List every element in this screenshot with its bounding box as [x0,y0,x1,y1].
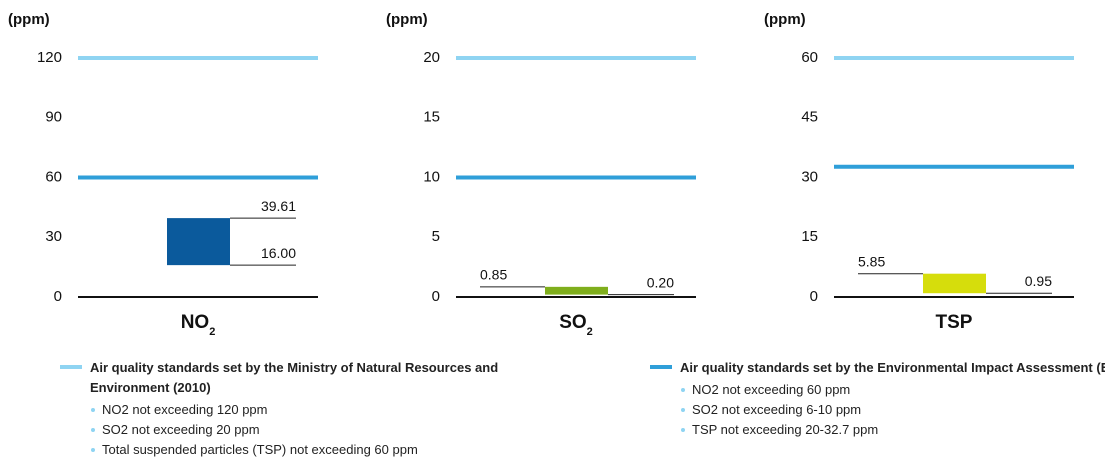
legend-item: NO2 not exceeding 120 ppm [90,400,580,420]
category-label: SO2 [559,312,593,338]
legend-title: Air quality standards set by the Ministr… [90,360,499,395]
value-label: 16.00 [261,245,296,261]
legend-title: Air quality standards set by the Environ… [680,360,1105,375]
value-label: 0.95 [1025,273,1052,289]
y-tick-label: 120 [37,49,62,66]
category-label-main: NO [181,312,210,333]
value-label: 0.85 [480,267,507,283]
y-axis-label: (ppm) [8,11,50,28]
legend-item: NO2 not exceeding 60 ppm [680,380,1105,400]
y-tick-label: 60 [45,168,62,185]
legend-item: Total suspended particles (TSP) not exce… [90,440,580,460]
value-label: 5.85 [858,253,885,269]
category-label-sub: 2 [209,326,215,338]
category-label: NO2 [181,312,216,338]
legend-list: NO2 not exceeding 120 ppm SO2 not exceedi… [90,400,580,460]
y-tick-label: 90 [45,109,62,126]
y-tick-label: 5 [432,228,440,245]
y-tick-label: 45 [801,109,818,126]
legend-item: SO2 not exceeding 6-10 ppm [680,400,1105,420]
legend-list: NO2 not exceeding 60 ppm SO2 not exceedin… [680,380,1105,440]
bar [167,218,230,266]
y-tick-label: 0 [810,288,818,305]
legend-item: SO2 not exceeding 20 ppm [90,420,580,440]
y-tick-label: 20 [423,49,440,66]
bar [545,286,608,295]
y-tick-label: 15 [423,109,440,126]
value-label: 39.61 [261,198,296,214]
y-tick-label: 0 [432,288,440,305]
category-label-main: SO [559,312,586,333]
y-tick-label: 15 [801,228,818,245]
legend-swatch [650,365,672,369]
legend-swatch [60,365,82,369]
y-tick-label: 60 [801,49,818,66]
y-tick-label: 0 [54,288,62,305]
y-tick-label: 10 [423,168,440,185]
charts: (ppm)030609012016.0039.61NO2(ppm)0510152… [8,11,1074,338]
value-label: 0.20 [647,274,674,290]
y-axis-label: (ppm) [386,11,428,28]
y-tick-label: 30 [45,228,62,245]
legend-entry: Air quality standards set by the Environ… [650,358,1105,440]
y-tick-label: 30 [801,168,818,185]
legend-entry: Air quality standards set by the Ministr… [60,358,580,460]
bar [923,273,986,294]
category-label-sub: 2 [587,326,593,338]
category-label: TSP [936,312,973,333]
category-label-main: TSP [936,312,973,333]
legend-item: TSP not exceeding 20-32.7 ppm [680,420,1105,440]
y-axis-label: (ppm) [764,11,806,28]
